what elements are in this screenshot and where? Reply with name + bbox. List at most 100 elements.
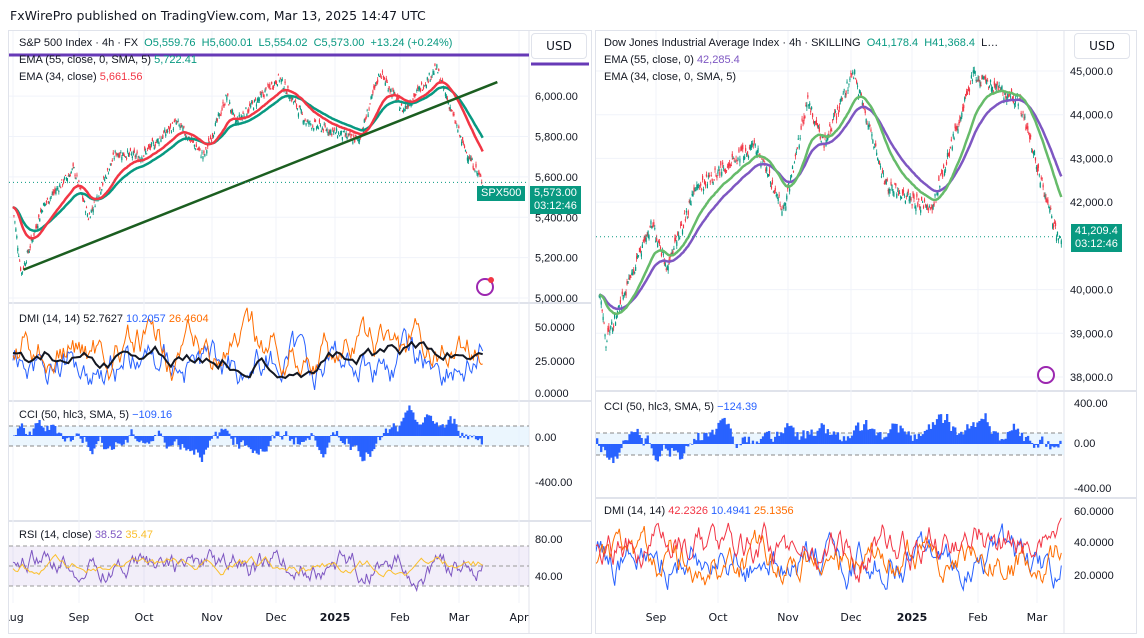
candle-body: [866, 123, 868, 125]
candle-body: [638, 247, 641, 253]
cci-bar: [680, 444, 684, 459]
ema55-legend[interactable]: EMA (55, close, 0, SMA, 5) 5,722.41: [19, 54, 197, 66]
rsi-legend[interactable]: RSI (14, close) 38.52 35.47: [19, 529, 153, 541]
candle-body: [634, 272, 636, 274]
candle-body: [967, 87, 970, 91]
candle-body: [440, 79, 442, 81]
cci-bar: [913, 434, 916, 444]
cci-bar: [101, 436, 104, 443]
candle-body: [853, 77, 855, 79]
candle-body: [376, 82, 378, 84]
candle-body: [340, 130, 342, 134]
dow-chart-panel[interactable]: 45,000.0 44,000.0 43,000.0 42,000.0 40,000.0…: [595, 30, 1137, 634]
candle-body: [686, 216, 688, 218]
candle-body: [463, 145, 466, 149]
candle-body: [320, 130, 322, 132]
candle-body: [1036, 167, 1038, 172]
ema55-line: [599, 98, 1063, 311]
cci-bar: [378, 436, 382, 441]
candle-body: [71, 168, 73, 170]
candle-body: [401, 110, 404, 113]
lightning-alert-icon: [1037, 366, 1055, 384]
price-tag: 5,573.00 03:12:46: [530, 186, 581, 214]
candle-body: [664, 263, 666, 267]
candle-body: [174, 120, 176, 122]
candle-body: [267, 84, 269, 86]
candle-body: [658, 241, 661, 244]
cci-bar: [608, 444, 611, 460]
candle-body: [49, 198, 51, 200]
cci-bar: [992, 431, 995, 444]
cci-bar: [678, 444, 682, 460]
candle-body: [777, 197, 779, 201]
currency-button[interactable]: USD: [1074, 33, 1130, 59]
cci-bar: [695, 440, 698, 444]
currency-button[interactable]: USD: [531, 33, 587, 59]
candle-body: [847, 90, 849, 92]
candle-body: [733, 158, 735, 160]
spx-chart-panel[interactable]: 6,000.00 5,800.00 5,600.00 5,400.00 5,200.00…: [8, 30, 592, 634]
cci-bar: [614, 444, 617, 457]
spx-chart-canvas[interactable]: 6,000.00 5,800.00 5,600.00 5,400.00 5,200.00…: [9, 31, 591, 633]
cci-bar: [654, 444, 657, 461]
candle-body: [132, 151, 134, 155]
cci-bar: [136, 436, 139, 442]
cci-tick-label: 0.00: [535, 432, 556, 444]
candle-body: [747, 155, 750, 158]
candle-body: [748, 147, 751, 149]
cci-bar: [54, 425, 57, 436]
cci-bar: [834, 434, 838, 444]
cci-bar: [1037, 444, 1040, 448]
cci-bar: [915, 439, 918, 444]
dow-chart-canvas[interactable]: 45,000.0 44,000.0 43,000.0 42,000.0 40,000.0…: [596, 31, 1136, 633]
candle-body: [912, 192, 914, 196]
ema55-legend[interactable]: EMA (55, close, 0) 42,285.4: [604, 54, 740, 66]
candle-body: [421, 89, 424, 91]
dmi-legend[interactable]: DMI (14, 14) 42.2326 10.4941 25.1356: [604, 505, 794, 517]
candle-body: [719, 172, 721, 176]
candle-body: [694, 190, 696, 192]
candle-body: [88, 213, 90, 215]
candle-body: [856, 85, 859, 87]
candle-body: [24, 264, 27, 267]
ema34-legend[interactable]: EMA (34, close) 5,661.56: [19, 71, 143, 83]
candle-body: [107, 173, 110, 175]
cci-bar: [474, 436, 478, 440]
candle-body: [993, 81, 995, 86]
cci-bar: [355, 436, 358, 446]
candle-body: [55, 191, 57, 194]
candle-body: [455, 122, 457, 124]
cci-bar: [970, 425, 973, 444]
cci-bar: [871, 428, 874, 444]
candle-body: [59, 184, 61, 187]
candle-body: [227, 93, 229, 96]
candle-body: [462, 137, 464, 141]
cci-legend[interactable]: CCI (50, hlc3, SMA, 5) −124.39: [604, 401, 757, 413]
cci-bar: [676, 444, 680, 453]
candle-body: [1046, 200, 1048, 202]
candle-body: [219, 114, 221, 117]
candle-body: [984, 76, 986, 78]
candle-body: [928, 206, 930, 208]
cci-bar: [196, 436, 200, 453]
candle-body: [119, 152, 121, 156]
candle-body: [696, 184, 698, 189]
candle-body: [89, 217, 91, 219]
candle-body: [898, 191, 900, 196]
ema34-label: EMA (34, close): [19, 71, 97, 83]
candle-body: [809, 103, 811, 106]
cci-bar: [214, 431, 217, 436]
dmi-legend[interactable]: DMI (14, 14) 52.7627 10.2057 26.4604: [19, 313, 209, 325]
cci-bar: [435, 422, 438, 436]
candle-body: [977, 76, 979, 81]
cci-bar: [253, 436, 256, 451]
candle-body: [916, 193, 918, 197]
cci-bar: [40, 425, 43, 436]
candle-body: [793, 162, 796, 164]
candle-body: [645, 237, 647, 242]
x-tick-label: 2025: [897, 611, 928, 624]
ema34-legend[interactable]: EMA (34, close, 0, SMA, 5): [604, 71, 736, 83]
candle-body: [423, 85, 426, 87]
candle-body: [757, 148, 759, 153]
cci-legend[interactable]: CCI (50, hlc3, SMA, 5) −109.16: [19, 409, 172, 421]
